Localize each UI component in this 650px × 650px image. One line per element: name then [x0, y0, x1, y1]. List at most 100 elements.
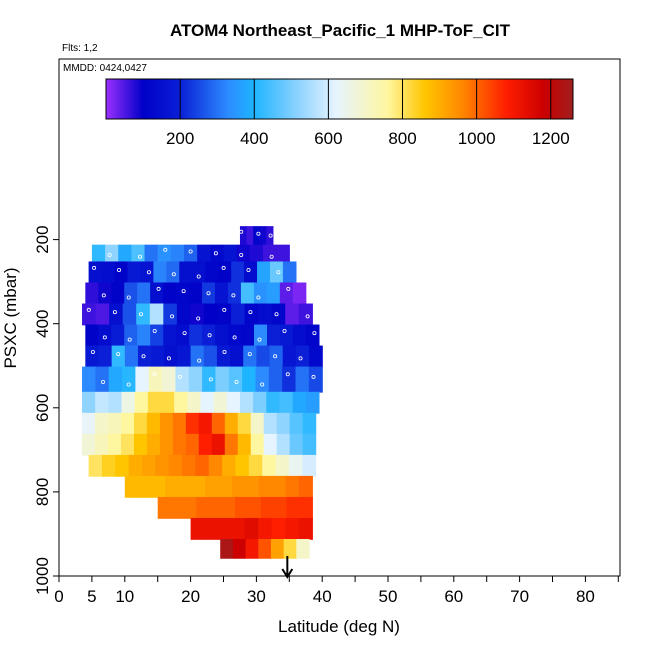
heatmap-cell [137, 324, 151, 347]
sample-point [156, 286, 161, 291]
heatmap-cell [150, 324, 164, 347]
heatmap-cell [205, 475, 220, 498]
heatmap-row [85, 324, 320, 347]
heatmap-cell [243, 345, 257, 368]
heatmap-cell [182, 454, 197, 477]
heatmap-cell [120, 412, 135, 435]
heatmap-row [82, 412, 317, 435]
sample-point [196, 316, 201, 321]
sample-point [116, 352, 121, 357]
heatmap-cell [244, 303, 259, 326]
heatmap-cell [82, 433, 96, 456]
heatmap-cell [222, 496, 236, 519]
heatmap-cell [108, 366, 123, 393]
x-axis-label: Latitude (deg N) [278, 617, 400, 636]
heatmap-cell [257, 261, 271, 284]
heatmap-cell [213, 391, 228, 414]
sample-points [86, 229, 317, 387]
sample-point [312, 331, 317, 336]
sample-point [282, 328, 287, 333]
sample-point [178, 374, 183, 379]
heatmap-cell [239, 226, 248, 246]
heatmap-cell [95, 303, 110, 326]
heatmap-cell [209, 496, 223, 519]
sample-point [222, 307, 227, 312]
x-tick-label: 30 [247, 587, 266, 606]
sample-point [256, 295, 261, 300]
sample-point [257, 337, 262, 342]
heatmap-cell [157, 244, 172, 263]
data-cells [82, 226, 323, 559]
heatmap-cell [237, 433, 252, 456]
heatmap-cell [260, 496, 275, 519]
heatmap-cell [190, 517, 205, 540]
heatmap-cell [200, 391, 215, 414]
sample-point [152, 328, 157, 333]
heatmap-cell [258, 303, 273, 326]
heatmap-cell [107, 412, 122, 435]
heatmap-cell [189, 324, 203, 347]
heatmap-cell [285, 517, 300, 540]
heatmap-cell [128, 454, 143, 477]
sample-point [260, 382, 265, 387]
heatmap-cell [279, 324, 294, 347]
heatmap-cell [302, 454, 317, 477]
heatmap-cell [266, 282, 281, 305]
heatmap-cell [216, 345, 231, 368]
heatmap-cell [88, 454, 103, 477]
sample-point [231, 293, 236, 298]
heatmap-cell [163, 303, 178, 326]
sample-point [239, 229, 244, 234]
heatmap-cell [107, 433, 122, 456]
heatmap-cell [163, 324, 177, 347]
colorbar-gradient [105, 78, 574, 120]
x-tick-label: 5 [87, 587, 96, 606]
colorbar-tick-label: 1200 [532, 129, 570, 148]
heatmap-cell [164, 345, 179, 368]
y-axis-label: PSXC (mbar) [1, 267, 20, 368]
heatmap-row [88, 454, 317, 477]
heatmap-cell [292, 391, 307, 414]
x-tick-label: 50 [379, 587, 398, 606]
heatmap-cell [111, 345, 126, 368]
heatmap-cell [227, 282, 242, 305]
heatmap-cell [159, 433, 174, 456]
heatmap-cell [302, 433, 317, 456]
sample-point [286, 286, 291, 291]
heatmap-cell [282, 366, 297, 393]
heatmap-cell [218, 261, 232, 284]
heatmap-cell [258, 475, 273, 498]
heatmap-cell [262, 244, 277, 263]
sample-point [206, 291, 211, 296]
heatmap-cell [198, 412, 213, 435]
heatmap-row [85, 282, 307, 305]
sample-point [107, 252, 112, 257]
heatmap-cell [258, 539, 272, 559]
heatmap-cell [302, 412, 317, 435]
heatmap-cell [138, 475, 153, 498]
heatmap-cell [208, 454, 223, 477]
heatmap-row [82, 303, 313, 326]
heatmap-row [220, 539, 310, 559]
heatmap-cell [204, 517, 219, 540]
heatmap-cell [276, 433, 291, 456]
heatmap-cell [185, 412, 200, 435]
heatmap-cell [295, 345, 310, 368]
heatmap-cell [298, 475, 313, 498]
heatmap-cell [134, 391, 149, 414]
sample-point [276, 270, 281, 275]
sample-point [137, 254, 142, 259]
heatmap-cell [288, 454, 303, 477]
heatmap-cell [309, 345, 323, 368]
heatmap-cell [147, 391, 162, 414]
heatmap-cell [292, 324, 307, 347]
heatmap-cell [185, 433, 200, 456]
heatmap-cell [239, 391, 254, 414]
heatmap-cell [268, 366, 283, 393]
heatmap-cell [124, 345, 139, 368]
heatmap-cell [88, 261, 103, 284]
heatmap-cell [98, 345, 113, 368]
heatmap-cell [127, 261, 142, 284]
heatmap-cell [250, 433, 265, 456]
heatmap-cell [289, 412, 304, 435]
